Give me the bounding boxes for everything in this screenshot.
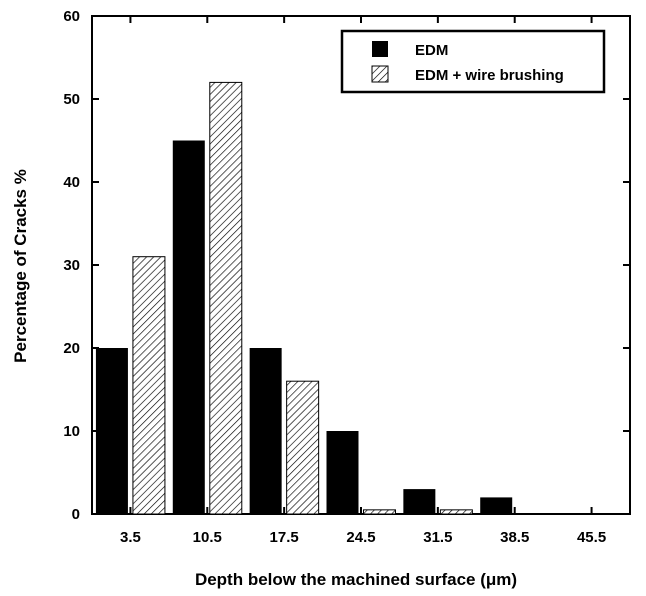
x-tick-label: 10.5: [193, 529, 222, 546]
bar-edm-wire-brushing-10.5: [209, 81, 243, 515]
legend-label-edm: EDM: [415, 42, 448, 59]
bar-edm-17.5: [249, 348, 282, 514]
y-tick-label: 20: [63, 340, 80, 357]
bar-edm-10.5: [172, 140, 205, 514]
y-tick-label: 10: [63, 423, 80, 440]
bar-edm-24.5: [326, 431, 359, 514]
y-tick-label: 50: [63, 91, 80, 108]
legend-swatch-edm-wire-brushing: [371, 65, 389, 83]
bar-edm-wire-brushing-31.5: [439, 509, 473, 515]
x-tick-label: 24.5: [346, 529, 375, 546]
x-tick-label: 38.5: [500, 529, 529, 546]
x-axis-title: Depth below the machined surface (μm): [195, 570, 517, 589]
legend-label-edm-wire-brushing: EDM + wire brushing: [415, 67, 564, 84]
legend: EDM EDM + wire brushing: [340, 29, 606, 94]
bar-edm-wire-brushing-3.5: [132, 256, 166, 515]
bars: [95, 81, 513, 515]
y-tick-label: 0: [72, 506, 80, 523]
bar-edm-wire-brushing-24.5: [363, 509, 396, 515]
x-tick-label: 45.5: [577, 529, 606, 546]
y-axis-title: Percentage of Cracks %: [11, 169, 30, 363]
legend-swatch-edm: [372, 41, 388, 57]
y-tick-label: 30: [63, 257, 80, 274]
y-axis-ticks: 0 10 20 30 40 50 60: [63, 8, 630, 523]
bar-edm-38.5: [480, 497, 513, 514]
y-tick-label: 40: [63, 174, 80, 191]
x-tick-label: 17.5: [270, 529, 299, 546]
bar-edm-31.5: [403, 489, 436, 514]
x-tick-label: 3.5: [120, 529, 141, 546]
bar-edm-3.5: [95, 348, 128, 514]
y-tick-label: 60: [63, 8, 80, 25]
bar-edm-wire-brushing-17.5: [286, 380, 320, 515]
x-axis-ticks: 3.5 10.5 17.5 24.5 31.5 38.5 45.5: [120, 16, 606, 546]
x-tick-label: 31.5: [423, 529, 452, 546]
